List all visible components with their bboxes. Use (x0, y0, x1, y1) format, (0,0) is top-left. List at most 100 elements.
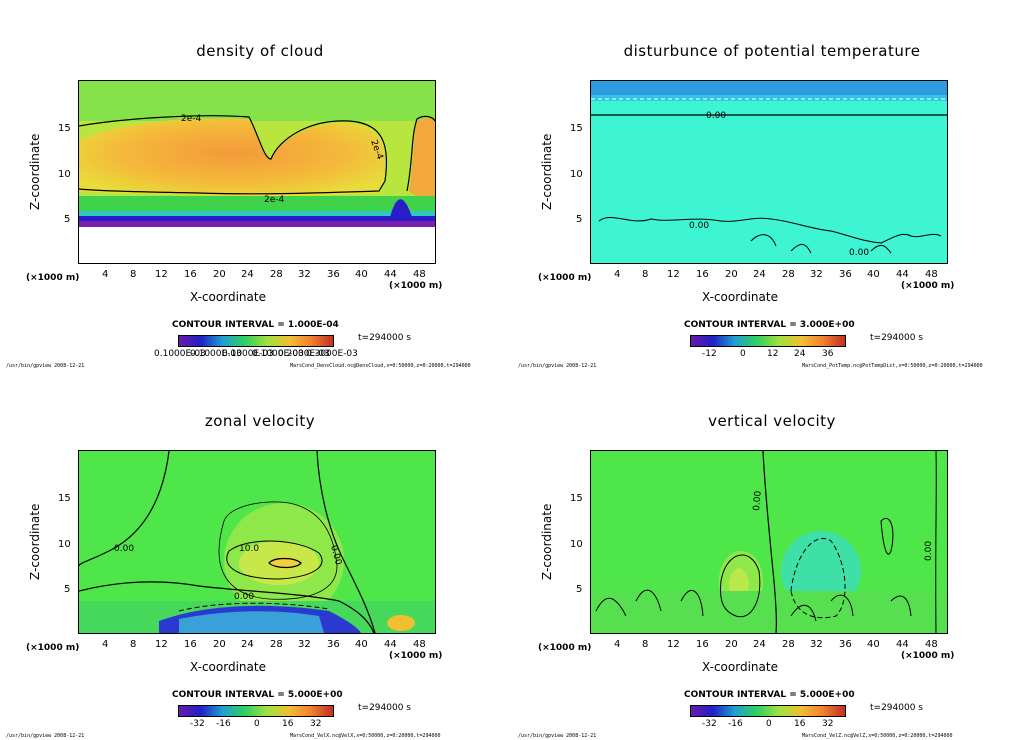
contour-label: 0.00 (924, 541, 934, 561)
x-unit-label: (×1000 m) (538, 643, 591, 653)
field-upper-band (79, 81, 435, 121)
plot-area: 0.00 10.0 0.00 0.00 (78, 450, 436, 634)
panel-vertical-velocity: vertical velocity 0.00 0.00 4 8 12 16 20… (512, 370, 1024, 740)
contour-label: 0.00 (706, 111, 726, 121)
x-tick-label: 24 (241, 269, 254, 280)
x-axis-label: X-coordinate (190, 290, 266, 304)
colorbar-label: -32 (190, 719, 205, 729)
y-tick-label: 10 (58, 169, 71, 180)
contour-plume (880, 518, 894, 555)
colorbar-label: 16 (282, 719, 294, 729)
footer-right: MarsCond_VelZ.nc@VelZ,x=0:50000,z=0:2000… (802, 733, 953, 739)
x-tick-label: 40 (867, 639, 880, 650)
colorbar-label: 0 (740, 349, 746, 359)
plot-area: 2e-4 2e-4 2e-4 (78, 80, 436, 264)
x-axis-label: X-coordinate (190, 660, 266, 674)
colorbar-label: 32 (310, 719, 322, 729)
cool-jet (179, 611, 324, 633)
x-unit-label-right: (×1000 m) (389, 281, 442, 291)
y-tick-label: 15 (570, 123, 583, 134)
footer-left: /usr/bin/gpview 2008-12-21 (518, 363, 597, 369)
y-tick-labels: 5 10 15 (58, 493, 71, 595)
x-tick-label: 20 (213, 639, 226, 650)
colorbar-label: 0.1000E-03 (252, 349, 304, 359)
x-tick-label: 32 (810, 269, 823, 280)
x-tick-label: 44 (384, 639, 397, 650)
hot-core (270, 557, 298, 569)
heatmap-svg: 0.00 10.0 0.00 0.00 (79, 451, 435, 633)
x-tick-labels: 4 8 12 16 20 24 28 32 36 40 44 48 (102, 639, 426, 650)
x-tick-label: 16 (696, 269, 709, 280)
colorbar-label: 12 (767, 349, 779, 359)
colorbar-label: 24 (794, 349, 806, 359)
contour-label: 0.00 (752, 490, 764, 511)
green-layer (79, 196, 435, 214)
x-unit-label: (×1000 m) (26, 643, 79, 653)
contour-dashed (178, 602, 330, 612)
colorbar-label: -16 (216, 719, 231, 729)
x-tick-label: 36 (327, 269, 340, 280)
field-background (591, 81, 947, 263)
contour-label: 10.0 (239, 544, 259, 554)
contour-2e-4-right (406, 115, 435, 192)
contour-label: 0.00 (114, 544, 134, 554)
y-tick-label: 10 (58, 539, 71, 550)
x-tick-label: 28 (270, 639, 283, 650)
x-axis-label: X-coordinate (702, 290, 778, 304)
axes: 4 8 12 16 20 24 28 32 36 40 44 48 5 10 1… (538, 123, 954, 291)
colorbar-label: -32 (702, 719, 717, 729)
footer-left: /usr/bin/gpview 2008-12-21 (6, 363, 85, 369)
contour-label: 0.00 (849, 248, 869, 258)
x-tick-label: 12 (155, 639, 168, 650)
contour-10 (226, 540, 323, 580)
panel-potential-temperature: disturbunce of potential temperature 0.0… (512, 0, 1024, 370)
surface-contour-2 (750, 234, 892, 254)
y-axis-label: Z-coordinate (540, 133, 554, 210)
heatmap-svg: 0.00 0.00 (591, 451, 947, 633)
colorbar-label: 0 (766, 719, 772, 729)
x-tick-label: 40 (355, 639, 368, 650)
x-tick-labels: 4 8 12 16 20 24 28 32 36 40 44 48 (614, 639, 938, 650)
footer-right: MarsCond_PotTemp.nc@PotTempDist,x=0:5000… (802, 363, 983, 369)
cloud-core (79, 118, 386, 197)
x-tick-label: 16 (184, 269, 197, 280)
x-tick-label: 48 (413, 269, 426, 280)
colorbar-label: -16 (728, 719, 743, 729)
y-tick-label: 10 (570, 539, 583, 550)
x-tick-label: 24 (753, 639, 766, 650)
x-unit-label-right: (×1000 m) (901, 651, 954, 661)
x-tick-label: 8 (642, 269, 648, 280)
contour-2e-4 (79, 115, 388, 195)
cloud-core-right (409, 118, 435, 201)
x-tick-label: 12 (667, 639, 680, 650)
contour-interval: CONTOUR INTERVAL = 5.000E+00 (684, 690, 855, 700)
y-tick-labels: 5 10 15 (570, 493, 583, 595)
x-tick-label: 28 (270, 269, 283, 280)
x-tick-label: 40 (867, 269, 880, 280)
y-tick-labels: 5 10 15 (58, 123, 71, 225)
contour-0-main (762, 451, 777, 633)
x-tick-label: 16 (696, 639, 709, 650)
y-tick-label: 15 (58, 123, 71, 134)
x-tick-label: 48 (925, 639, 938, 650)
x-tick-label: 32 (298, 269, 311, 280)
y-axis-label: Z-coordinate (540, 503, 554, 580)
colorbar-label: 16 (794, 719, 806, 729)
heatmap-svg: 0.00 0.00 0.00 (591, 81, 947, 263)
axes: 4 8 12 16 20 24 28 32 36 40 44 48 5 10 1… (538, 493, 954, 661)
time-label: t=294000 s (358, 333, 411, 343)
x-unit-label: (×1000 m) (26, 273, 79, 283)
footer-right: MarsCond_DensCloud.nc@DensCloud,x=0:5000… (290, 363, 471, 369)
chart-title: density of cloud (196, 42, 324, 60)
contour-label: 0.00 (234, 592, 254, 602)
y-axis-label: Z-coordinate (28, 503, 42, 580)
x-tick-label: 8 (642, 639, 648, 650)
footer-right: MarsCond_VelX.nc@VelX,x=0:50000,z=0:2000… (290, 733, 441, 739)
x-tick-label: 36 (327, 639, 340, 650)
contour-cool-dashed (790, 538, 846, 619)
x-axis-label: X-coordinate (702, 660, 778, 674)
time-label: t=294000 s (870, 333, 923, 343)
y-axis-label: Z-coordinate (28, 133, 42, 210)
footer-left: /usr/bin/gpview 2008-12-21 (6, 733, 85, 739)
contour-0-right (316, 451, 376, 633)
